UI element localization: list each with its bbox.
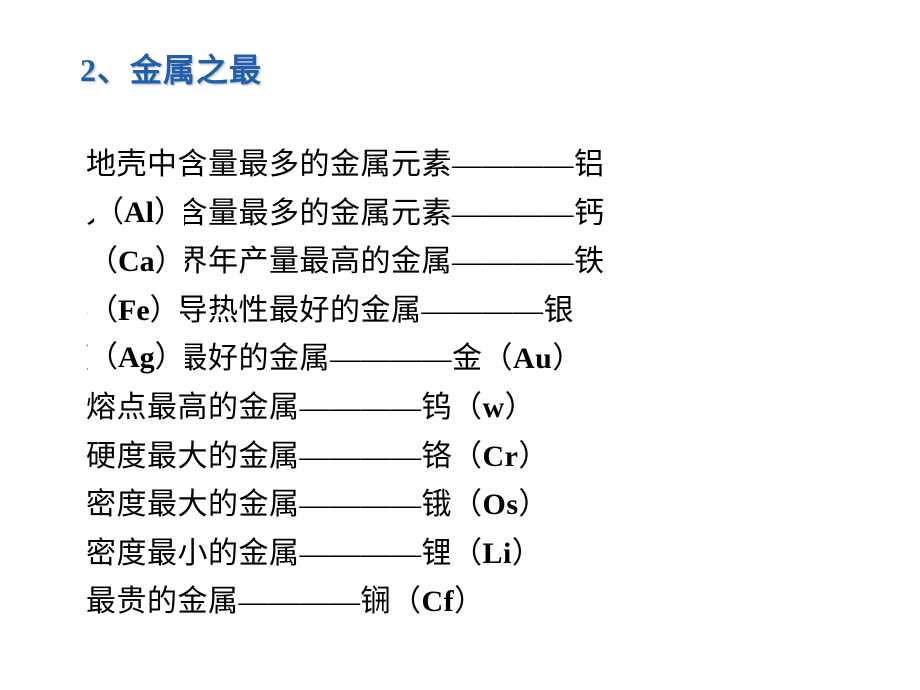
line-text: 密度最大的金属————锇（ [86, 488, 483, 521]
line-suffix: ） [552, 342, 583, 375]
line-suffix: ） [519, 488, 550, 521]
line-text: 地壳中含量最多的金属元素————铝 [86, 148, 605, 181]
content-list: 地壳中含量最多的金属元素————铝 人体中含量最多的金属元素————钙 目前世界… [80, 141, 840, 627]
element-symbol: Li [483, 537, 512, 570]
section-title: 2、金属之最 [80, 45, 840, 91]
fact-line: 熔点最高的金属————钨（w） [86, 384, 840, 433]
line-suffix: ） [512, 537, 543, 570]
element-symbol: Au [513, 342, 552, 375]
line-suffix: ） [518, 440, 549, 473]
overlay-symbol: （Fe） [88, 285, 180, 329]
line-text: 最贵的金属————锎（ [86, 585, 422, 618]
line-suffix: ） [454, 585, 485, 618]
line-text: 密度最小的金属————锂（ [86, 537, 483, 570]
element-symbol: Os [483, 488, 519, 521]
fact-line: 硬度最大的金属————铬（Cr） [86, 433, 840, 482]
fact-line: 目前世界年产量最高的金属————铁 [86, 238, 840, 287]
fact-line: 导电、导热性最好的金属————银 [86, 287, 840, 336]
element-symbol: Cf [422, 585, 455, 618]
fact-line: 密度最小的金属————锂（Li） [86, 530, 840, 579]
fact-line: 密度最大的金属————锇（Os） [86, 481, 840, 530]
line-text: 硬度最大的金属————铬（ [86, 440, 483, 473]
element-symbol: w [483, 391, 505, 424]
line-suffix: ） [505, 391, 536, 424]
element-symbol: Cr [483, 440, 519, 473]
fact-line: 延展性最好的金属————金（Au） [86, 335, 840, 384]
fact-line: 人体中含量最多的金属元素————钙 [86, 190, 840, 239]
line-text: 熔点最高的金属————钨（ [86, 391, 483, 424]
fact-line: 最贵的金属————锎（Cf） [86, 578, 840, 627]
overlay-symbol: （Ca） [88, 236, 185, 280]
overlay-symbol: （Ag） [88, 332, 185, 376]
overlay-symbol: （Al） [94, 187, 184, 231]
fact-line: 地壳中含量最多的金属元素————铝 [86, 141, 840, 190]
